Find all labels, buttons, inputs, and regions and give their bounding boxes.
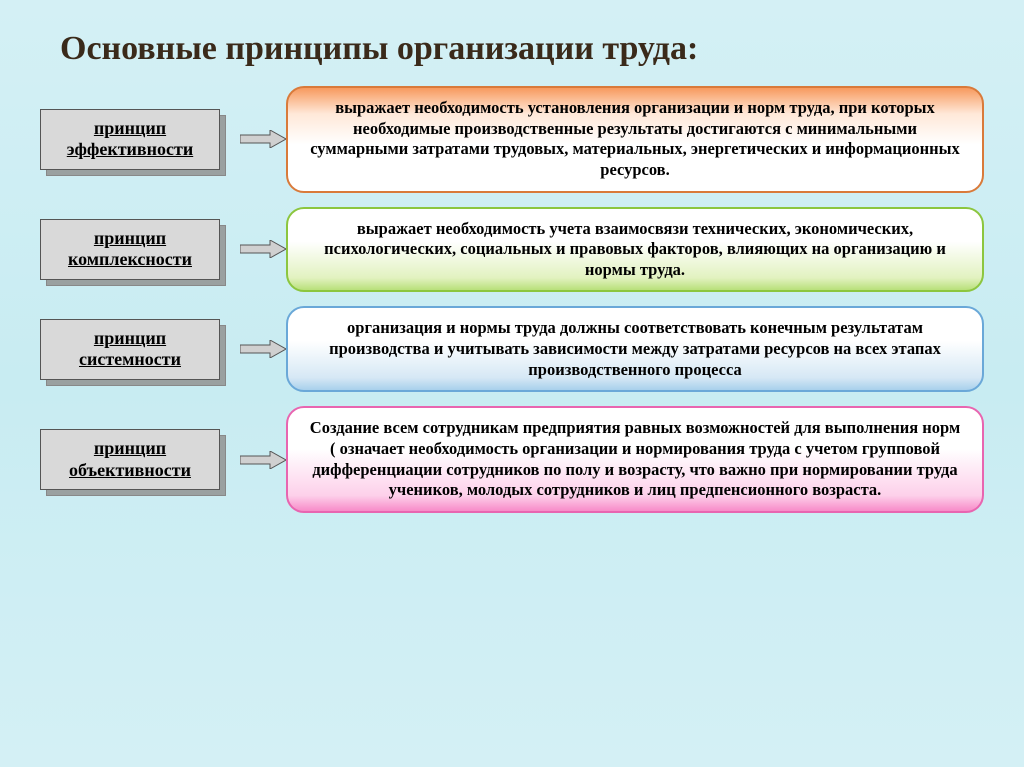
principle-row: принцип объективности Создание всем сотр… — [40, 406, 984, 513]
principle-description: выражает необходимость учета взаимосвязи… — [286, 207, 984, 293]
principle-label: принцип объективности — [40, 429, 220, 490]
label-wrap: принцип объективности — [40, 429, 240, 490]
label-wrap: принцип комплексности — [40, 219, 240, 280]
arrow-icon — [240, 130, 286, 148]
principle-description: организация и нормы труда должны соответ… — [286, 306, 984, 392]
principle-row: принцип комплексности выражает необходим… — [40, 207, 984, 293]
principle-description: выражает необходимость установления орга… — [286, 86, 984, 193]
arrow-icon — [240, 451, 286, 469]
principle-description: Создание всем сотрудникам предприятия ра… — [286, 406, 984, 513]
arrow-icon — [240, 240, 286, 258]
principle-row: принцип системности организация и нормы … — [40, 306, 984, 392]
label-wrap: принцип системности — [40, 319, 240, 380]
page-title: Основные принципы организации труда: — [0, 0, 1024, 86]
principle-row: принцип эффективности выражает необходим… — [40, 86, 984, 193]
label-wrap: принцип эффективности — [40, 109, 240, 170]
principles-container: принцип эффективности выражает необходим… — [0, 86, 1024, 513]
arrow-icon — [240, 340, 286, 358]
principle-label: принцип эффективности — [40, 109, 220, 170]
principle-label: принцип комплексности — [40, 219, 220, 280]
principle-label: принцип системности — [40, 319, 220, 380]
